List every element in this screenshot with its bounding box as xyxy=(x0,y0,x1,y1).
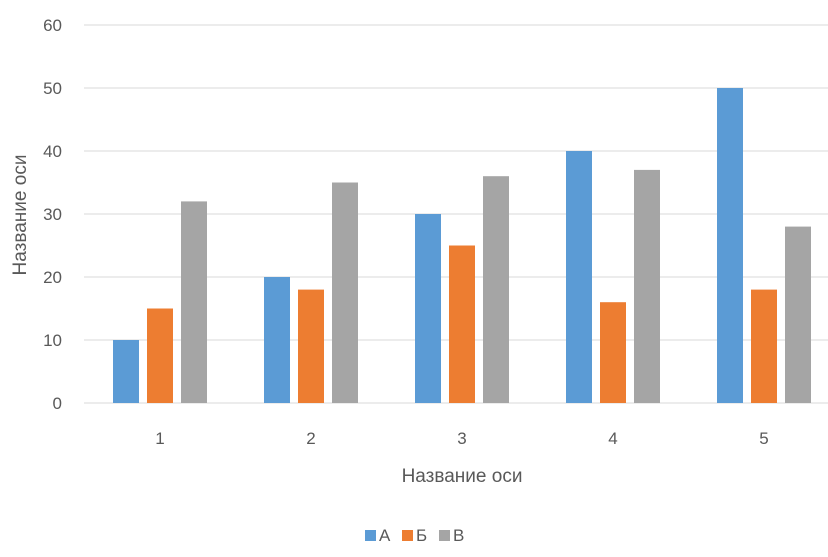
legend-swatch-В xyxy=(439,530,450,541)
x-axis-title: Название оси xyxy=(402,466,523,487)
y-tick-label: 20 xyxy=(43,268,62,287)
x-axis-ticks: 1 2 3 4 5 xyxy=(155,429,768,448)
bar-В-5 xyxy=(785,226,811,403)
legend-swatch-А xyxy=(365,530,376,541)
legend-label: Б xyxy=(416,526,427,545)
legend: А Б В xyxy=(365,526,464,545)
bars xyxy=(113,88,811,403)
bar-А-4 xyxy=(566,151,592,403)
x-tick-label: 4 xyxy=(608,429,617,448)
bar-В-4 xyxy=(634,169,660,403)
y-tick-label: 50 xyxy=(43,79,62,98)
x-tick-label: 1 xyxy=(155,429,164,448)
bar-Б-5 xyxy=(751,289,777,403)
legend-label: В xyxy=(453,526,464,545)
y-tick-label: 0 xyxy=(53,394,62,413)
y-tick-label: 30 xyxy=(43,205,62,224)
bar-А-3 xyxy=(415,214,441,403)
y-tick-label: 10 xyxy=(43,331,62,350)
bar-Б-4 xyxy=(600,302,626,403)
y-tick-label: 60 xyxy=(43,16,62,35)
bar-В-1 xyxy=(181,201,207,403)
bar-Б-2 xyxy=(298,289,324,403)
bar-В-2 xyxy=(332,182,358,403)
y-axis-title: Название оси xyxy=(10,155,31,276)
x-tick-label: 5 xyxy=(759,429,768,448)
bar-В-3 xyxy=(483,176,509,403)
bar-Б-3 xyxy=(449,245,475,403)
bar-А-2 xyxy=(264,277,290,403)
legend-label: А xyxy=(379,526,391,545)
y-tick-label: 40 xyxy=(43,142,62,161)
y-axis-ticks: 0 10 20 30 40 50 60 xyxy=(43,16,62,413)
x-tick-label: 3 xyxy=(457,429,466,448)
bar-Б-1 xyxy=(147,308,173,403)
legend-swatch-Б xyxy=(402,530,413,541)
bar-А-1 xyxy=(113,340,139,403)
x-tick-label: 2 xyxy=(306,429,315,448)
bar-А-5 xyxy=(717,88,743,403)
